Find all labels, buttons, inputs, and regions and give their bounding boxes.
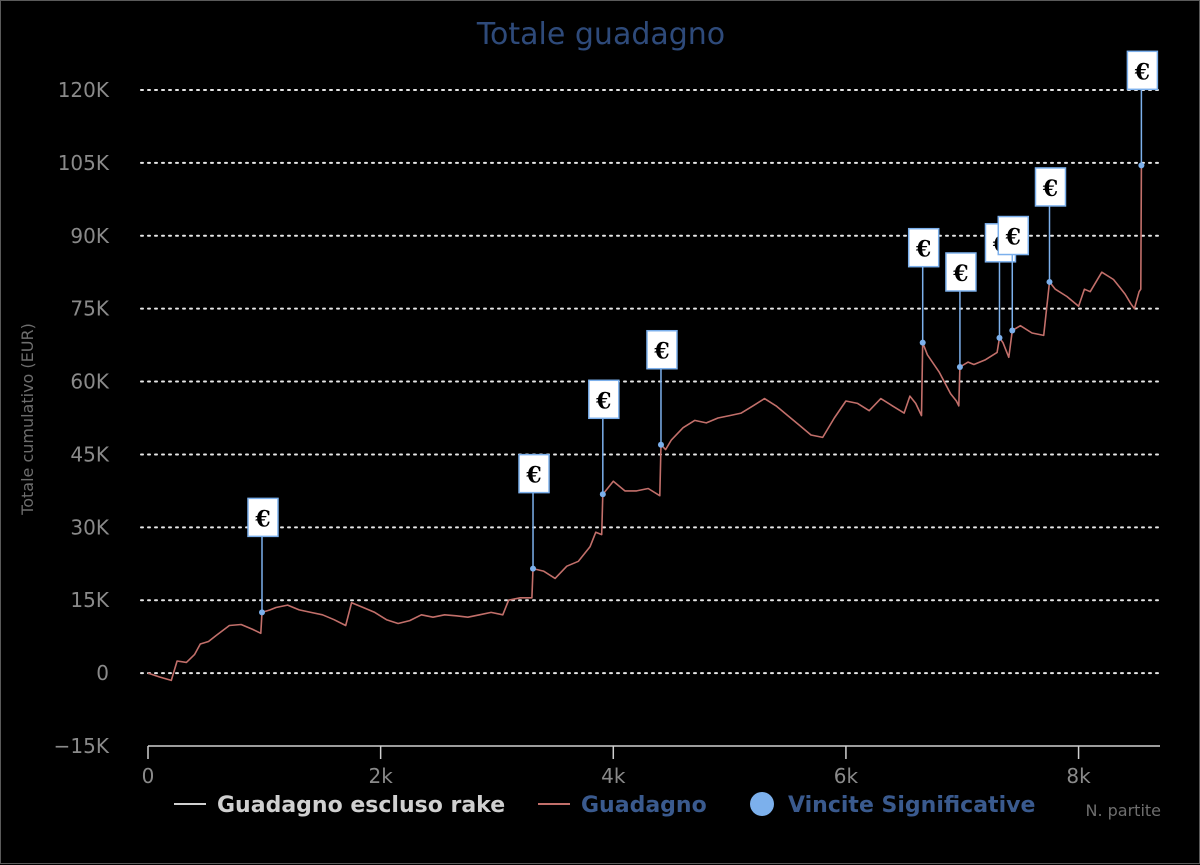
vincite-point[interactable]	[919, 339, 926, 346]
vincite-point[interactable]	[258, 609, 265, 616]
x-tick-label: 8k	[1066, 764, 1091, 788]
series-layer	[147, 165, 1143, 682]
flag-marker[interactable]: €	[997, 215, 1030, 334]
legend-item-vincite[interactable]: Vincite Significative	[750, 792, 1035, 818]
flag-marker[interactable]: €	[945, 252, 977, 370]
series-line-guadagno	[147, 165, 1143, 682]
flag-box	[588, 379, 620, 420]
legend-label: Guadagno	[581, 793, 707, 818]
vincite-point[interactable]	[599, 491, 606, 498]
flag-label: €	[254, 506, 270, 532]
flag-box	[945, 252, 977, 292]
flag-box	[1126, 50, 1159, 91]
x-tick-label: 2k	[368, 764, 393, 788]
vincite-point[interactable]	[530, 565, 537, 572]
axis-layer: −15K 0 15K 30K 45K 60K 75K 90K 105K 120K 0 2k 4k 6k 8k	[54, 78, 1160, 788]
flag-label: €	[595, 388, 611, 414]
y-tick-label: 15K	[70, 588, 109, 612]
legend-item-guadagno[interactable]: Guadagno	[538, 793, 707, 818]
flag-label: €	[1042, 176, 1058, 202]
flag-marker[interactable]: €	[907, 227, 940, 346]
flag-box	[247, 497, 279, 538]
chart-title: Totale guadagno	[476, 17, 725, 52]
y-tick-label: 90K	[70, 224, 109, 248]
flag-box	[997, 215, 1030, 256]
vincite-point[interactable]	[1046, 278, 1053, 285]
legend-item-excl-rake[interactable]: Guadagno escluso rake	[174, 793, 505, 818]
legend: Guadagno escluso rake Guadagno Vincite Sig…	[174, 792, 1035, 818]
flag-label: €	[1134, 59, 1150, 85]
flag-marker[interactable]: €	[588, 379, 620, 498]
y-tick-label: 120K	[58, 78, 110, 102]
x-tick-label: 0	[142, 764, 155, 788]
vincite-point[interactable]	[956, 363, 963, 370]
flag-label: €	[1005, 225, 1021, 251]
y-axis-title: Totale cumulativo (EUR)	[18, 323, 37, 516]
flag-box	[518, 453, 550, 494]
flag-marker[interactable]: €	[247, 497, 279, 616]
y-tick-label: 45K	[70, 442, 109, 466]
flag-marker[interactable]: €	[646, 329, 678, 448]
legend-label: Vincite Significative	[788, 793, 1035, 818]
flag-label: €	[952, 261, 968, 287]
vincite-point[interactable]	[996, 334, 1003, 341]
y-tick-label: 75K	[70, 297, 109, 321]
flag-box	[1034, 167, 1067, 207]
x-axis-title: N. partite	[1085, 801, 1161, 820]
y-tick-label: 60K	[70, 370, 109, 394]
flag-layer: €€€€€€€€€€	[247, 50, 1159, 616]
legend-symbol	[750, 792, 774, 816]
y-tick-label: −15K	[54, 734, 110, 758]
x-tick-label: 4k	[601, 764, 626, 788]
flag-marker[interactable]: €	[1126, 50, 1159, 169]
flag-label: €	[915, 237, 931, 263]
flag-box	[907, 227, 940, 268]
x-tick-label: 6k	[834, 764, 859, 788]
flag-label: €	[653, 339, 669, 365]
flag-marker[interactable]: €	[1034, 167, 1067, 285]
flag-marker[interactable]: €	[518, 453, 550, 572]
flag-box	[646, 329, 678, 370]
y-tick-label: 0	[96, 661, 109, 685]
grid-layer	[140, 89, 1161, 675]
flag-label: €	[525, 463, 541, 489]
y-tick-label: 30K	[70, 515, 109, 539]
legend-label: Guadagno escluso rake	[217, 793, 505, 818]
vincite-point[interactable]	[1009, 327, 1016, 334]
vincite-point[interactable]	[1138, 162, 1145, 169]
y-tick-label: 105K	[58, 151, 110, 175]
vincite-point[interactable]	[657, 441, 664, 448]
